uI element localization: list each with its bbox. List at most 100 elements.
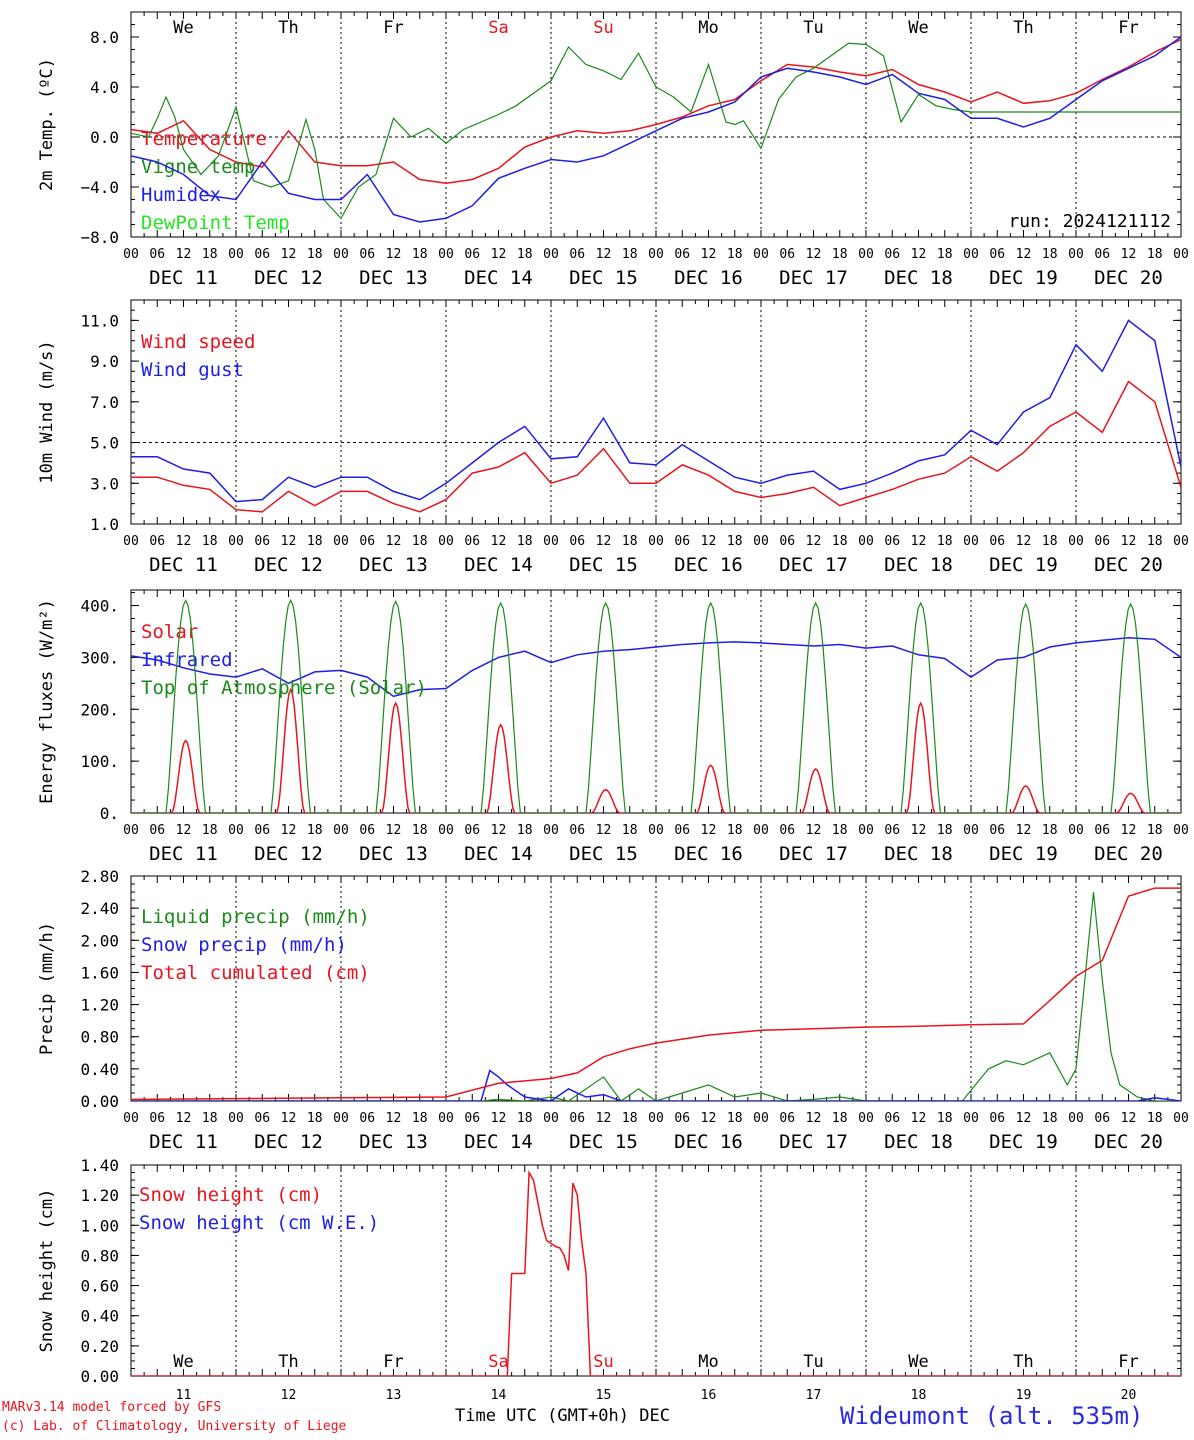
- day-number-label: 19: [1016, 1388, 1032, 1403]
- date-label: DEC 12: [254, 843, 323, 865]
- hour-label: 00: [438, 534, 454, 549]
- hour-label: 00: [228, 534, 244, 549]
- hour-label: 06: [359, 534, 375, 549]
- y-axis-label: Precip (mm/h): [37, 922, 57, 1055]
- hour-label: 18: [727, 823, 743, 838]
- hour-label: 12: [911, 534, 927, 549]
- date-label: DEC 15: [569, 267, 638, 289]
- hour-label: 06: [149, 534, 165, 549]
- hour-label: 00: [123, 823, 139, 838]
- panel-3: 0. 100. 200. 300. 400. Energy fluxes (W/m²) 00…: [37, 589, 1189, 865]
- hour-label: 00: [1068, 247, 1084, 262]
- hour-label: 18: [1042, 823, 1058, 838]
- hour-label: 18: [412, 823, 428, 838]
- legend-entry: Temperature: [141, 128, 267, 150]
- series-line-snow-height-cm-: [131, 1169, 1181, 1376]
- hour-label: 00: [963, 1111, 979, 1126]
- date-label: DEC 12: [254, 554, 323, 576]
- hour-label: 18: [1147, 823, 1163, 838]
- hour-label: 06: [464, 823, 480, 838]
- hour-label: 00: [123, 1111, 139, 1126]
- hour-label: 00: [543, 1111, 559, 1126]
- y-tick-label: 7.0: [90, 393, 119, 412]
- hour-label: 12: [386, 534, 402, 549]
- hour-label: 00: [753, 1111, 769, 1126]
- hour-label: 12: [1016, 534, 1032, 549]
- hour-label: 00: [333, 1111, 349, 1126]
- hour-label: 12: [806, 1111, 822, 1126]
- y-tick-label: 1.0: [90, 515, 119, 534]
- hour-label: 00: [753, 247, 769, 262]
- y-axis-label: Energy fluxes (W/m²): [37, 599, 57, 804]
- date-label: DEC 13: [359, 554, 428, 576]
- hour-label: 06: [149, 823, 165, 838]
- hour-label: 06: [884, 823, 900, 838]
- hour-label: 18: [832, 1111, 848, 1126]
- hour-label: 06: [464, 1111, 480, 1126]
- weekday-label: Su: [593, 1352, 613, 1372]
- legend-entry: Wind gust: [141, 359, 244, 381]
- y-tick-label: 400.: [80, 597, 119, 616]
- hour-label: 18: [622, 534, 638, 549]
- hour-label: 06: [1094, 1111, 1110, 1126]
- hour-label: 18: [307, 534, 323, 549]
- day-number-label: 16: [701, 1388, 717, 1403]
- hour-label: 18: [517, 1111, 533, 1126]
- hour-label: 18: [832, 823, 848, 838]
- hour-label: 06: [779, 534, 795, 549]
- date-label: DEC 11: [149, 554, 218, 576]
- hour-label: 00: [438, 823, 454, 838]
- day-number-label: 11: [176, 1388, 192, 1403]
- hour-label: 00: [438, 1111, 454, 1126]
- date-label: DEC 16: [674, 554, 743, 576]
- date-label: DEC 18: [884, 554, 953, 576]
- hour-label: 18: [727, 1111, 743, 1126]
- y-tick-label: 1.60: [80, 963, 119, 982]
- y-tick-label: 1.00: [80, 1216, 119, 1235]
- y-tick-label: 0.0: [90, 128, 119, 147]
- panel-5: 0.00 0.20 0.40 0.60 0.80 1.00 1.20 1.40 Snow hei…: [37, 1156, 1182, 1403]
- hour-label: 06: [359, 823, 375, 838]
- legend-entry: Solar: [141, 621, 198, 643]
- hour-label: 12: [596, 1111, 612, 1126]
- hour-label: 00: [753, 534, 769, 549]
- hour-label: 06: [674, 534, 690, 549]
- hour-label: 18: [1042, 534, 1058, 549]
- hour-label: 12: [281, 247, 297, 262]
- series-line-top-of-atmosphere-solar-: [131, 598, 1181, 813]
- hour-label: 06: [254, 534, 270, 549]
- date-label: DEC 19: [989, 267, 1058, 289]
- hour-label: 18: [202, 823, 218, 838]
- hour-label: 12: [701, 1111, 717, 1126]
- panel-1: −8.0 −4.0 0.0 4.0 8.0 2m Temp. (ºC) We Th Fr Sa Su…: [37, 11, 1189, 289]
- hour-label: 00: [123, 247, 139, 262]
- hour-label: 12: [491, 1111, 507, 1126]
- hour-label: 12: [176, 247, 192, 262]
- hour-label: 06: [989, 247, 1005, 262]
- hour-label: 00: [648, 1111, 664, 1126]
- day-number-label: 14: [491, 1388, 507, 1403]
- y-tick-label: 1.20: [80, 1186, 119, 1205]
- weekday-label: Tu: [803, 18, 823, 38]
- hour-label: 06: [884, 1111, 900, 1126]
- hour-label: 00: [123, 534, 139, 549]
- date-label: DEC 11: [149, 843, 218, 865]
- weekday-label: Fr: [383, 1352, 403, 1372]
- hour-label: 12: [911, 1111, 927, 1126]
- hour-label: 00: [1173, 534, 1189, 549]
- hour-label: 12: [596, 534, 612, 549]
- hour-label: 18: [622, 823, 638, 838]
- hour-label: 00: [228, 247, 244, 262]
- series-line-wind-gust: [131, 319, 1181, 503]
- hour-label: 06: [569, 534, 585, 549]
- hour-label: 00: [963, 823, 979, 838]
- date-label: DEC 19: [989, 843, 1058, 865]
- hour-label: 12: [281, 1111, 297, 1126]
- hour-label: 18: [1147, 1111, 1163, 1126]
- y-tick-label: 0.20: [80, 1337, 119, 1356]
- hour-label: 12: [491, 247, 507, 262]
- hour-label: 00: [333, 823, 349, 838]
- hour-label: 00: [963, 534, 979, 549]
- y-tick-label: 11.0: [80, 311, 119, 330]
